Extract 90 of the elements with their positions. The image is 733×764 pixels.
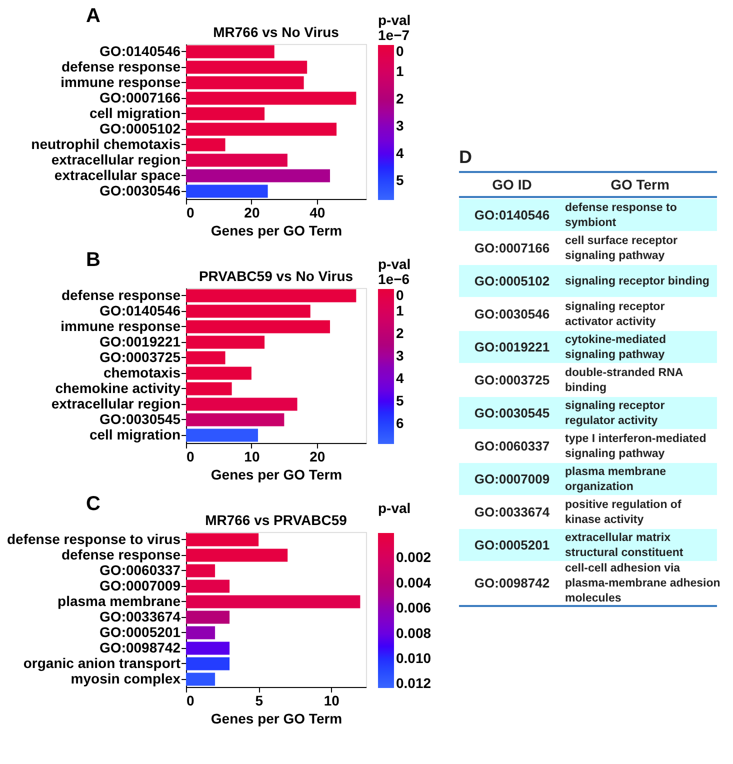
color-bar-label: 3	[396, 347, 404, 364]
text: GO:0098742	[474, 576, 550, 590]
color-bar-label: 0.008	[396, 624, 432, 641]
x-tick-label: 0	[186, 692, 194, 708]
y-tick-label: GO:0140546	[100, 42, 181, 59]
x-tick-label: 20	[244, 204, 260, 220]
color-bar-label: 0.006	[396, 600, 432, 616]
chart-title: MR766 vs No Virus	[213, 24, 340, 40]
text: signaling receptor binding	[565, 276, 710, 288]
x-tick-label: 10	[324, 692, 340, 708]
color-bar-label: 1	[396, 302, 404, 318]
x-tick-label: 20	[310, 448, 326, 464]
text: GO:0030545	[474, 406, 550, 420]
color-bar-label: 0.010	[396, 650, 432, 666]
color-bar-label: 6	[396, 414, 404, 431]
x-tick-label: 40	[310, 204, 326, 220]
text: GO:0005102	[474, 274, 550, 288]
y-tick-label: neutrophil chemotaxis	[31, 136, 181, 152]
y-tick-label: chemotaxis	[103, 364, 181, 380]
y-tick-label: GO:0060337	[100, 562, 181, 578]
y-tick-label: extracellular space	[54, 166, 181, 183]
y-tick-label: organic anion transport	[23, 654, 181, 671]
chart-title: PRVABC59 vs No Virus	[198, 268, 354, 284]
y-tick-label: defense response	[61, 58, 181, 74]
x-axis-title: Genes per GO Term	[210, 466, 342, 482]
y-tick-label: chemokine activity	[55, 380, 181, 396]
color-bar-title: p-val	[378, 256, 411, 272]
text: 1e−6	[378, 271, 410, 287]
x-axis-title: Genes per GO Term	[210, 222, 342, 238]
color-bar-label: 2	[396, 90, 404, 106]
x-axis-title: Genes per GO Term	[210, 710, 342, 726]
y-tick-label: immune response	[60, 74, 181, 90]
y-tick-label: immune response	[60, 318, 181, 334]
y-tick-label: GO:0005102	[100, 120, 181, 136]
y-tick-label: defense response	[61, 546, 181, 562]
y-tick-label: extracellular region	[51, 395, 180, 412]
color-bar-title: p-val	[378, 12, 411, 28]
y-tick-label: defense response	[61, 286, 181, 303]
text: GO:0005201	[474, 538, 550, 552]
x-tick-label: 0	[186, 448, 194, 464]
color-bar-label: 1	[396, 63, 404, 80]
x-tick-label: 5	[255, 692, 264, 708]
text: GO:0007009	[474, 472, 550, 486]
color-bar-label: 3	[396, 118, 404, 134]
text: C	[86, 493, 100, 515]
y-tick-label: defense response to virus	[6, 530, 181, 547]
y-tick-label: GO:0007009	[100, 577, 181, 594]
text: GO:0140546	[474, 208, 550, 222]
text: GO:0060337	[474, 438, 550, 454]
y-tick-label: cell migration	[89, 104, 180, 121]
x-tick-label: 10	[244, 448, 260, 464]
color-bar-label: 0	[396, 43, 404, 59]
y-tick-label: GO:0007166	[100, 89, 181, 106]
color-bar-label: 0	[396, 287, 404, 303]
text: A	[86, 5, 100, 27]
y-tick-label: plasma membrane	[58, 592, 181, 609]
color-bar-title: p-val	[378, 500, 411, 516]
text: GO:0033674	[474, 504, 550, 520]
y-tick-label: cell migration	[89, 426, 180, 442]
text: GO:0030546	[474, 306, 550, 322]
y-tick-label: GO:0030545	[100, 410, 181, 427]
color-bar-label: 4	[396, 370, 404, 386]
chart-title: MR766 vs PRVABC59	[205, 512, 348, 528]
color-bar-label: 2	[396, 324, 404, 341]
text: cell-cell adhesion via plasma-membrane adhesion molecules	[565, 562, 720, 604]
y-tick-label: GO:0033674	[100, 608, 181, 624]
text: D	[459, 147, 472, 167]
y-tick-label: GO:0003725	[100, 348, 181, 365]
y-tick-label: GO:0030546	[100, 182, 181, 198]
text: 1e−7	[378, 27, 410, 43]
color-bar-label: 0.002	[396, 549, 432, 566]
y-tick-label: GO:0140546	[100, 302, 181, 318]
color-bar-label: 0.004	[396, 574, 432, 590]
y-tick-label: GO:0019221	[100, 333, 181, 350]
text: GO:0003725	[474, 372, 550, 388]
color-bar-label: 0.012	[396, 675, 432, 692]
text: GO ID	[492, 176, 532, 192]
y-tick-label: GO:0098742	[100, 639, 181, 656]
y-tick-label: extracellular region	[51, 151, 180, 168]
text: cell surface receptor signaling pathway	[565, 235, 678, 262]
x-tick-label: 0	[186, 204, 194, 220]
y-tick-label: myosin complex	[70, 670, 181, 686]
color-bar-label: 5	[396, 172, 404, 188]
color-bar-label: 4	[396, 144, 404, 161]
text: B	[86, 249, 100, 271]
y-tick-label: GO:0005201	[100, 624, 181, 640]
text: GO:0019221	[474, 340, 550, 354]
text: GO:0007166	[474, 240, 550, 256]
text: GO Term	[610, 176, 670, 192]
color-bar-label: 5	[396, 392, 404, 408]
